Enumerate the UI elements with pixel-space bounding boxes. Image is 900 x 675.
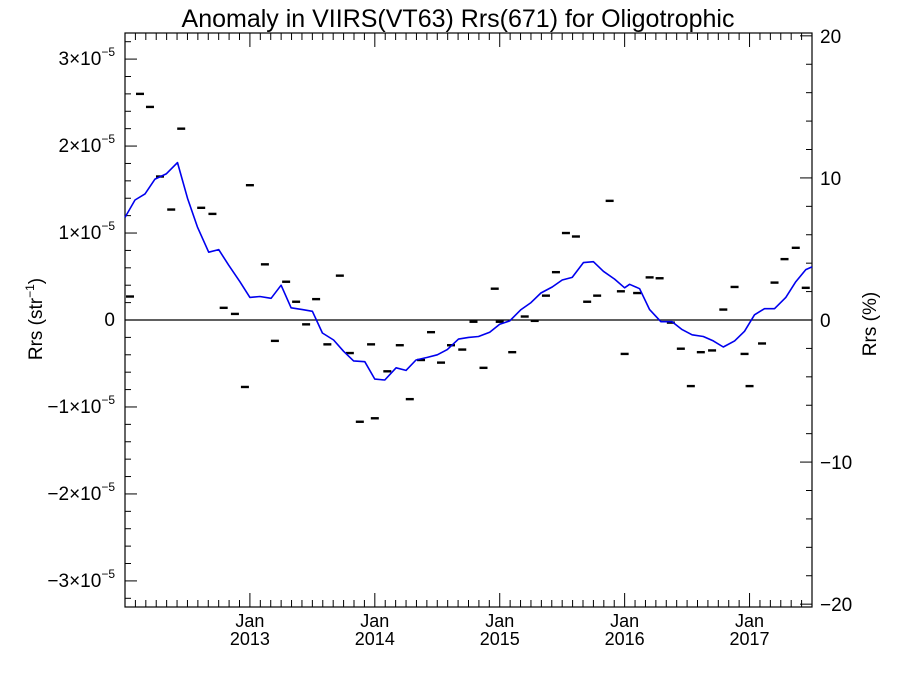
y-tick-label: 1×10−5: [59, 219, 116, 244]
y-tick-label: 2×10−5: [59, 132, 116, 157]
y-tick-label: −1×10−5: [47, 393, 115, 418]
x-tick-label-year: 2016: [605, 629, 645, 649]
x-tick-label-year: 2014: [355, 629, 395, 649]
y2-tick-label: −10: [820, 453, 852, 474]
y2-tick-label: 20: [820, 27, 841, 48]
y-tick-label: −2×10−5: [47, 480, 115, 505]
y-tick-label: −3×10−5: [47, 567, 115, 592]
y-axis-label-right: Rrs (%): [860, 292, 881, 356]
x-tick-label-month: Jan: [360, 611, 389, 631]
y2-tick-label: 0: [820, 311, 831, 332]
y2-tick-label: −20: [820, 595, 852, 616]
plot-data: [124, 92, 813, 423]
x-tick-label-month: Jan: [235, 611, 264, 631]
x-tick-label-year: 2017: [730, 629, 770, 649]
x-tick-label-year: 2015: [480, 629, 520, 649]
series-line: [124, 161, 813, 381]
y-axis-label-left: Rrs (str−1): [23, 278, 47, 360]
axes: 3×10−5 2×10−5 1×10−5 0 −1×10−5 −2×10−5 −3×10−5…: [47, 27, 852, 649]
y-tick-label: 3×10−5: [59, 45, 116, 70]
y2-tick-label: 10: [820, 169, 841, 190]
x-tick-label-month: Jan: [485, 611, 514, 631]
x-tick-label-year: 2013: [230, 629, 270, 649]
chart-title: Anomaly in VIIRS(VT63) Rrs(671) for Olig…: [182, 5, 735, 33]
x-tick-label-month: Jan: [610, 611, 639, 631]
x-tick-label-month: Jan: [735, 611, 764, 631]
y-tick-label: 0: [104, 310, 115, 331]
